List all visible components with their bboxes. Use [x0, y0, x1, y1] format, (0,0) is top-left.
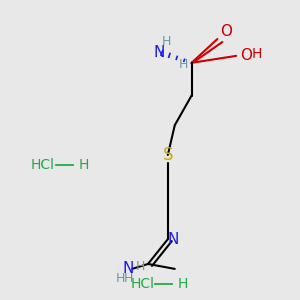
Text: N: N: [167, 232, 178, 247]
Text: N: N: [153, 45, 165, 60]
Text: HCl: HCl: [130, 277, 154, 291]
Text: H: H: [79, 158, 89, 172]
Text: HCl: HCl: [31, 158, 55, 172]
Text: O: O: [240, 48, 252, 63]
Text: H: H: [252, 47, 262, 61]
Text: H: H: [116, 272, 125, 285]
Text: H: H: [135, 260, 145, 273]
Text: N: N: [122, 261, 134, 276]
Text: S: S: [163, 146, 173, 164]
Text: H: H: [124, 272, 133, 285]
Text: H: H: [178, 277, 188, 291]
Text: H: H: [179, 58, 188, 71]
Text: O: O: [220, 24, 232, 39]
Text: H: H: [162, 34, 172, 47]
